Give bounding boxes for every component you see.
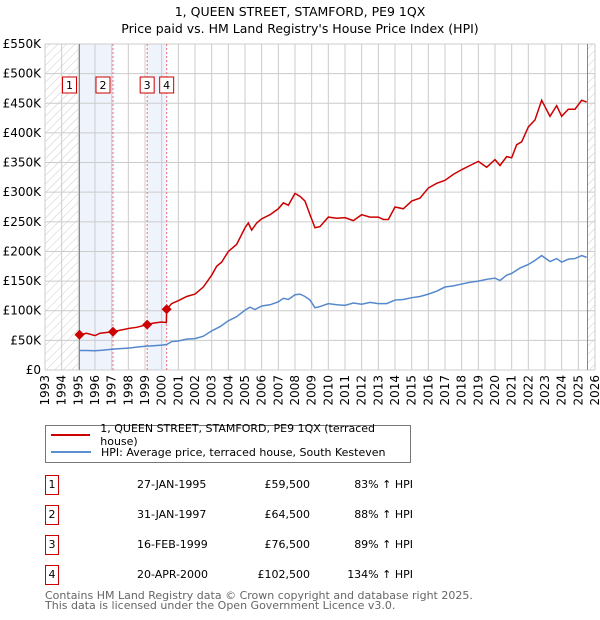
x-tick-label: 1997: [105, 375, 119, 406]
x-tick-label: 2017: [438, 375, 452, 406]
plot-area: [45, 44, 595, 370]
x-tick-label: 1994: [55, 375, 69, 406]
y-tick-label: £550K: [3, 37, 43, 51]
x-tick-label: 2013: [371, 375, 385, 406]
x-tick-label: 2005: [238, 375, 252, 406]
sale-marker-badge: 4: [45, 565, 59, 585]
x-tick-label: 2020: [488, 375, 502, 406]
sale-label: 3: [144, 79, 151, 92]
sale-label: 2: [100, 79, 107, 92]
table-row: 3 16-FEB-1999 £76,500 89% ↑ HPI: [45, 535, 415, 555]
y-tick-label: £450K: [3, 96, 43, 110]
x-tick-label: 2019: [471, 375, 485, 406]
y-tick-label: £100K: [3, 304, 43, 318]
sale-label-box: [95, 76, 111, 94]
y-tick-label: £150K: [3, 274, 43, 288]
x-tick-label: 2023: [538, 375, 552, 406]
x-tick-label: 1996: [88, 375, 102, 406]
hpi-line: [79, 254, 587, 352]
price-chart: £0 £50K £100K £150K £200K £250K £300K £350K £400…: [3, 37, 600, 406]
x-tick-label: 2024: [555, 375, 569, 406]
x-tick-label: 2025: [571, 375, 585, 406]
sale-date: 27-JAN-1995: [137, 478, 207, 491]
sale-point: [142, 319, 153, 330]
x-tick-label: 2001: [171, 375, 185, 406]
x-tick-label: 2015: [405, 375, 419, 406]
y-tick-label: £300K: [3, 185, 43, 199]
legend-label-property: 1, QUEEN STREET, STAMFORD, PE9 1QX (terr…: [100, 422, 376, 448]
x-tick-label: 2018: [455, 375, 469, 406]
sale-point: [161, 304, 172, 315]
sale-point: [108, 326, 118, 337]
y-tick-label: £200K: [3, 244, 43, 258]
x-tick-label: 2006: [255, 375, 269, 406]
sale-point: [74, 329, 85, 340]
x-tick-label: 2014: [388, 375, 402, 406]
chart-subtitle: Price paid vs. HM Land Registry's House …: [121, 21, 479, 36]
y-tick-label: £0: [26, 363, 41, 377]
x-tick-label: 1998: [121, 375, 135, 406]
chart-title: 1, QUEEN STREET, STAMFORD, PE9 1QX: [174, 4, 426, 19]
sale-label-box: [62, 76, 77, 94]
legend-item-hpi: HPI: Average price, terraced house, Sout…: [51, 444, 385, 460]
x-tick-label: 2000: [155, 375, 169, 406]
sale-hpi-change: 89% ↑ HPI: [354, 538, 413, 551]
sale-marker-badge: 1: [45, 475, 59, 495]
x-tick-label: 1995: [71, 375, 85, 406]
x-tick-label: 2021: [505, 375, 519, 406]
table-row: 1 27-JAN-1995 £59,500 83% ↑ HPI: [45, 475, 415, 495]
highlight-band-1: [79, 44, 113, 370]
sale-date: 16-FEB-1999: [137, 538, 208, 551]
y-tick-label: £350K: [3, 156, 43, 170]
x-tick-label: 2022: [521, 375, 535, 406]
sale-hpi-change: 83% ↑ HPI: [354, 478, 413, 491]
sale-label-box: [159, 76, 175, 94]
post-data-hatch: [587, 44, 595, 370]
x-tick-label: 2026: [588, 375, 600, 406]
sale-date: 31-JAN-1997: [137, 508, 207, 521]
sale-price: £59,500: [264, 478, 311, 491]
legend-label-hpi: HPI: Average price, terraced house, Sout…: [101, 445, 386, 459]
x-tick-label: 2011: [338, 375, 352, 406]
sale-date: 20-APR-2000: [137, 568, 209, 581]
sale-price: £64,500: [264, 508, 311, 521]
footer: Contains HM Land Registry data © Crown c…: [45, 589, 473, 612]
x-tick-label: 1993: [38, 375, 52, 406]
y-tick-label: £250K: [3, 215, 43, 229]
legend-swatch-property: [51, 434, 91, 436]
legend: 1, QUEEN STREET, STAMFORD, PE9 1QX (terr…: [45, 422, 411, 463]
x-tick-label: 2016: [421, 375, 435, 406]
sale-label: 1: [66, 79, 73, 92]
x-tick-label: 2007: [271, 375, 285, 406]
sale-hpi-change: 134% ↑ HPI: [347, 568, 413, 581]
x-tick-label: 2002: [188, 375, 202, 406]
table-row: 4 20-APR-2000 £102,500 134% ↑ HPI: [45, 565, 415, 585]
sale-label-box: [139, 76, 155, 94]
y-tick-label: £50K: [10, 333, 42, 347]
footer-copyright: Contains HM Land Registry data © Crown c…: [45, 589, 473, 602]
x-tick-label: 2003: [205, 375, 219, 406]
sale-marker-badge: 3: [45, 535, 59, 555]
sale-price: £102,500: [257, 568, 311, 581]
sale-price: £76,500: [264, 538, 311, 551]
legend-swatch-hpi: [51, 451, 91, 453]
x-tick-label: 2004: [221, 375, 235, 406]
footer-licence: This data is licensed under the Open Gov…: [45, 599, 396, 612]
pre-data-hatch: [45, 44, 80, 370]
y-tick-label: £400K: [3, 126, 43, 140]
legend-item-property: 1, QUEEN STREET, STAMFORD, PE9 1QX (terr…: [51, 422, 410, 448]
x-tick-label: 1999: [138, 375, 152, 406]
table-row: 2 31-JAN-1997 £64,500 88% ↑ HPI: [45, 505, 415, 525]
sale-marker-badge: 2: [45, 505, 59, 525]
sale-hpi-change: 88% ↑ HPI: [354, 508, 413, 521]
x-tick-label: 2012: [355, 375, 369, 406]
x-tick-label: 2010: [321, 375, 335, 406]
x-tick-label: 2008: [288, 375, 302, 406]
sale-label: 4: [163, 79, 170, 92]
x-tick-label: 2009: [305, 375, 319, 406]
y-tick-label: £500K: [3, 67, 43, 81]
